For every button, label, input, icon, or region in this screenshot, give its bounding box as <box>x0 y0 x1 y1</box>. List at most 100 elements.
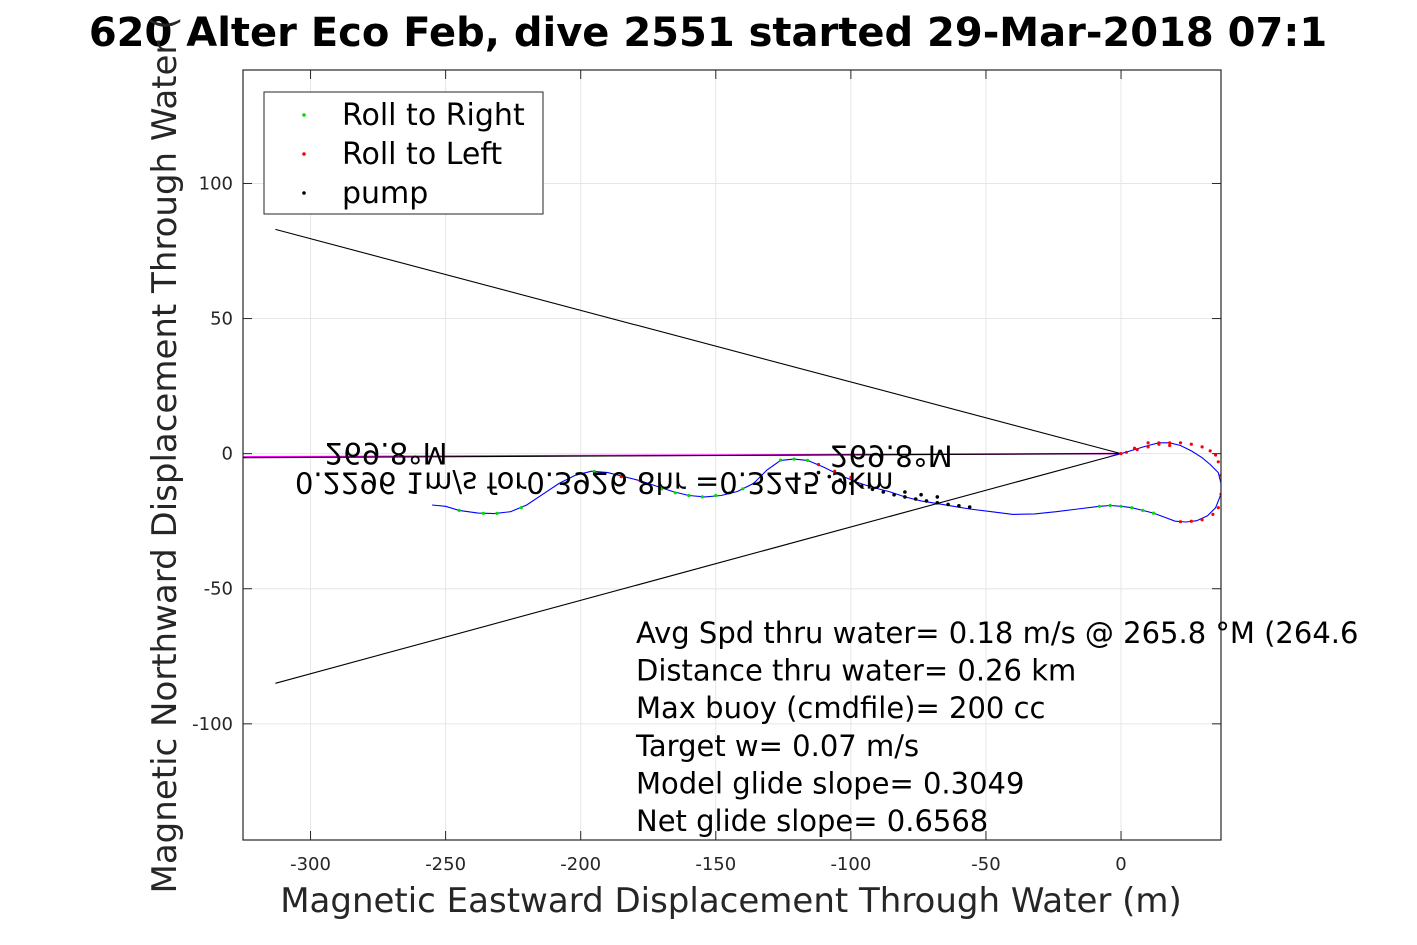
x-tick-label: -250 <box>425 854 466 875</box>
x-tick-label: -300 <box>290 854 331 875</box>
legend-marker <box>302 113 306 117</box>
legend-label: Roll to Left <box>342 137 502 172</box>
roll-to-left-point <box>1124 450 1128 454</box>
pump-point <box>935 495 940 499</box>
y-tick-label: -50 <box>204 579 233 600</box>
legend-label: pump <box>342 176 428 211</box>
roll-to-left-point <box>1157 441 1161 445</box>
roll-to-right-point <box>457 508 461 512</box>
series-cone-upper <box>275 228 1122 455</box>
pump-point <box>913 497 918 501</box>
x-tick-label: -100 <box>830 854 871 875</box>
roll-to-right-point <box>481 511 485 515</box>
roll-to-right-point <box>687 493 691 498</box>
summary-text: Avg Spd thru water= 0.18 m/s @ 265.8 °M … <box>635 616 1358 838</box>
pump-point <box>903 490 907 494</box>
pump-point <box>849 481 853 486</box>
roll-to-right-point <box>592 469 596 474</box>
series-cone-lower <box>275 453 1122 684</box>
roll-to-left-point <box>1189 519 1193 523</box>
roll-to-right-point <box>792 457 796 461</box>
pump-point <box>892 492 896 497</box>
pump-point <box>946 502 950 507</box>
legend: Roll to Right Roll to Left pump <box>263 91 544 215</box>
y-tick-label: -100 <box>192 714 233 735</box>
legend-marker <box>302 191 306 195</box>
legend-label: Roll to Right <box>342 98 525 133</box>
chart-title: 620 Alter Eco Feb, dive 2551 started 29-… <box>89 10 1327 56</box>
roll-to-left-point <box>816 462 821 467</box>
roll-to-left-point <box>1211 512 1215 517</box>
roll-to-right-point <box>673 491 677 495</box>
x-tick-label: 0 <box>1115 854 1126 875</box>
pump-point <box>870 487 875 492</box>
pump-point <box>957 504 961 508</box>
roll-to-left-point <box>1189 442 1193 446</box>
x-axis-label: Magnetic Eastward Displacement Through W… <box>280 881 1182 921</box>
roll-to-left-point <box>1178 441 1183 445</box>
summary-line: Max buoy (cmdfile)= 200 cc <box>636 691 1045 725</box>
mirrored-annotation: 269.8°M <box>830 439 953 473</box>
roll-to-left-point <box>1214 453 1218 457</box>
roll-to-left-point <box>638 479 642 483</box>
axis-ticks <box>243 70 1221 840</box>
series-current-line <box>243 453 1122 459</box>
pump-point <box>859 484 864 488</box>
roll-to-left-point <box>1135 448 1139 452</box>
roll-to-right-point <box>660 487 664 491</box>
roll-to-right-point <box>1097 504 1101 508</box>
roll-to-right-point <box>1108 503 1112 508</box>
roll-to-right-point <box>1130 506 1134 510</box>
roll-to-left-point <box>1168 441 1172 445</box>
roll-to-left-point <box>1216 506 1220 510</box>
roll-to-left-point <box>1178 520 1183 524</box>
roll-to-right-point <box>519 506 523 510</box>
roll-to-right-point <box>727 491 731 495</box>
roll-to-left-point <box>1168 443 1172 448</box>
roll-to-left-point <box>619 475 623 479</box>
roll-to-left-point <box>1146 441 1150 445</box>
x-tick-label: -50 <box>971 854 1000 875</box>
roll-to-left-point <box>1216 460 1220 464</box>
axes-box <box>242 69 1222 841</box>
roll-to-left-point <box>833 469 837 473</box>
summary-line: Target w= 0.07 m/s <box>635 729 919 763</box>
legend-box <box>263 91 544 215</box>
roll-to-left-point <box>1132 446 1137 450</box>
pump-point <box>919 492 923 497</box>
roll-to-right-point <box>1151 511 1156 515</box>
roll-to-right-point <box>1119 504 1123 508</box>
summary-line: Distance thru water= 0.26 km <box>636 654 1076 688</box>
pump-point <box>935 501 940 505</box>
series-layer <box>243 228 1221 684</box>
roll-to-right-point <box>495 511 499 515</box>
roll-to-right-point <box>741 487 745 491</box>
y-tick-label: 50 <box>210 309 233 330</box>
roll-to-right-point <box>779 458 783 462</box>
pump-point <box>816 470 821 475</box>
roll-to-right-point <box>806 458 810 462</box>
x-tick-labels: -300 -250 -200 -150 -100 -50 0 <box>290 854 1127 875</box>
pump-point <box>967 505 972 509</box>
pump-point <box>827 474 832 479</box>
mirrored-annotation: 269.8°M <box>325 436 448 470</box>
pump-point <box>924 499 929 503</box>
roll-to-left-point <box>1146 445 1150 449</box>
roll-to-right-point <box>1141 508 1145 512</box>
x-tick-label: -150 <box>695 854 736 875</box>
summary-line: Avg Spd thru water= 0.18 m/s @ 265.8 °M … <box>636 616 1358 650</box>
annotations: 269.8°M 269.8°M0.2296 1m/s for0.3926 8hr … <box>295 436 953 500</box>
y-axis-label: Magnetic Northward Displacement Through … <box>145 17 185 894</box>
roll-to-left-point <box>1200 445 1204 449</box>
y-tick-label: 0 <box>222 444 233 465</box>
roll-to-left-point <box>1200 518 1204 522</box>
summary-line: Model glide slope= 0.3049 <box>636 766 1024 800</box>
legend-marker <box>302 152 306 156</box>
x-tick-label: -200 <box>560 854 601 875</box>
roll-to-left-point <box>1208 449 1212 453</box>
roll-to-right-point <box>714 493 718 498</box>
pump-point <box>903 495 907 499</box>
mirrored-annotation: 0.2296 1m/s for0.3926 8hr =0.3245 9km <box>295 466 894 500</box>
roll-to-right-point <box>700 495 704 499</box>
